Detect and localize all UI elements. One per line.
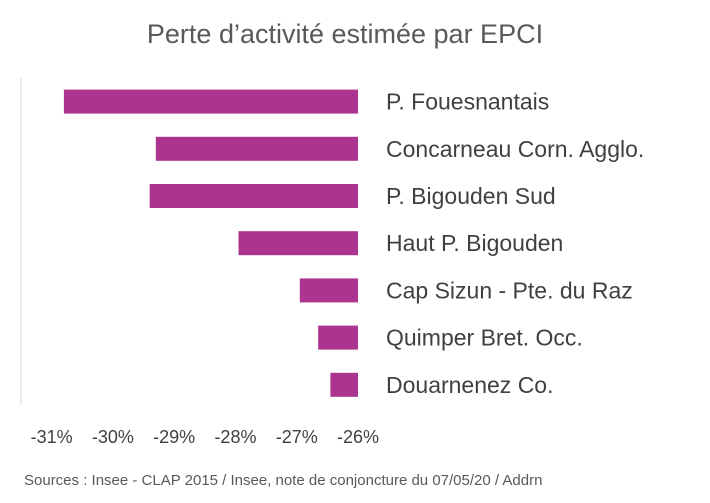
category-labels-group: P. Fouesnantais Concarneau Corn. Agglo. P.… [386,89,644,398]
source-note: Sources : Insee - CLAP 2015 / Insee, not… [24,472,542,489]
x-tick-label: -30% [92,427,134,447]
x-tick-label: -27% [276,427,318,447]
bar-5 [299,278,358,303]
bar-2 [155,136,358,161]
category-label: Cap Sizun - Pte. du Raz [386,277,633,303]
bar-7 [330,372,358,397]
bar-4 [238,231,358,256]
chart-title: Perte d’activité estimée par EPCI [147,19,543,49]
bars-group [63,89,359,397]
x-tick-label: -31% [31,427,73,447]
category-label: Haut P. Bigouden [386,230,563,256]
x-tick-labels-group: -31% -30% -29% -28% -27% -26% [31,427,379,447]
category-label: Quimper Bret. Occ. [386,325,583,351]
category-label: Douarnenez Co. [386,372,554,398]
x-tick-label: -26% [337,427,379,447]
category-label: P. Bigouden Sud [386,183,556,209]
bar-3 [149,184,358,208]
category-label: P. Fouesnantais [386,89,549,115]
category-label: Concarneau Corn. Agglo. [386,136,644,162]
x-tick-label: -29% [153,427,195,447]
bar-1 [63,89,359,114]
x-tick-label: -28% [214,427,256,447]
bar-6 [318,325,358,350]
